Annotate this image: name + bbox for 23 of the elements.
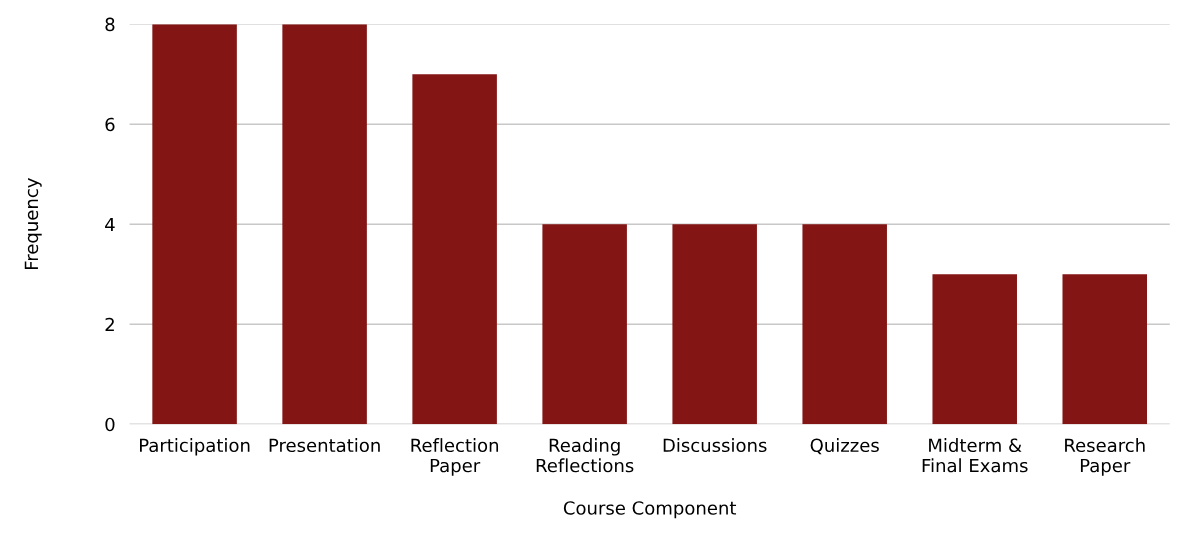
y-tick-label: 8 (105, 17, 115, 32)
x-axis-title: Course Component (563, 501, 737, 519)
bar (152, 24, 237, 425)
bar (542, 224, 627, 425)
y-axis-title: Frequency (24, 178, 42, 270)
x-tick-label: Research Paper (1065, 438, 1145, 476)
y-tick-label: 2 (105, 317, 114, 332)
x-tick-label: Reading Reflections (536, 438, 634, 473)
bar (282, 24, 367, 425)
bar (932, 274, 1017, 425)
y-tick-label: 6 (105, 117, 115, 132)
bar (1062, 274, 1147, 425)
bar (802, 224, 887, 425)
x-tick-label: Quizzes (810, 438, 879, 455)
bar (412, 74, 497, 425)
x-tick-label: Participation (140, 438, 250, 456)
x-tick-label: Presentation (269, 438, 380, 453)
x-tick-label: Midterm & Final Exams (922, 438, 1028, 473)
bar (672, 224, 757, 425)
y-tick-label: 4 (105, 217, 115, 232)
y-tick-label: 0 (105, 417, 115, 432)
x-tick-label: Discussions (663, 438, 767, 453)
x-tick-label: Reflection Paper (411, 438, 499, 476)
